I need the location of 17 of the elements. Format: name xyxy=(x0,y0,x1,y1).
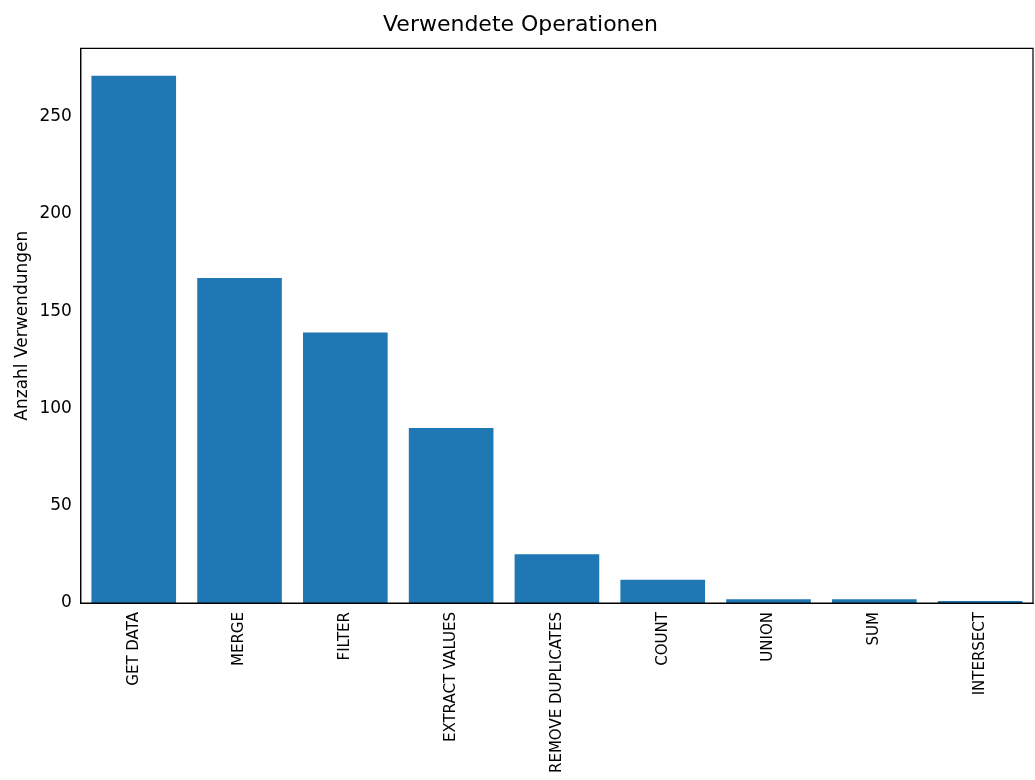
y-tick-label: 0 xyxy=(61,591,72,612)
x-tick-label: MERGE xyxy=(229,612,248,666)
x-tick-label: INTERSECT xyxy=(969,611,988,696)
y-tick-label: 200 xyxy=(39,202,72,223)
y-tick-label: 100 xyxy=(39,396,72,417)
x-tick-label: SUM xyxy=(864,612,883,646)
x-tick-label: COUNT xyxy=(652,611,671,666)
y-axis-title: Anzahl Verwendungen xyxy=(10,230,31,421)
y-tick-label: 150 xyxy=(39,299,72,320)
x-tick-label: UNION xyxy=(758,612,777,662)
x-tick-label: GET DATA xyxy=(123,611,142,686)
x-tick-label: EXTRACT VALUES xyxy=(441,612,460,743)
x-tick-label: FILTER xyxy=(335,612,354,661)
y-tick-label: 250 xyxy=(39,104,72,125)
chart-title: Verwendete Operationen xyxy=(382,10,659,36)
x-tick-label: REMOVE DUPLICATES xyxy=(546,612,565,774)
y-tick-label: 50 xyxy=(50,494,72,515)
